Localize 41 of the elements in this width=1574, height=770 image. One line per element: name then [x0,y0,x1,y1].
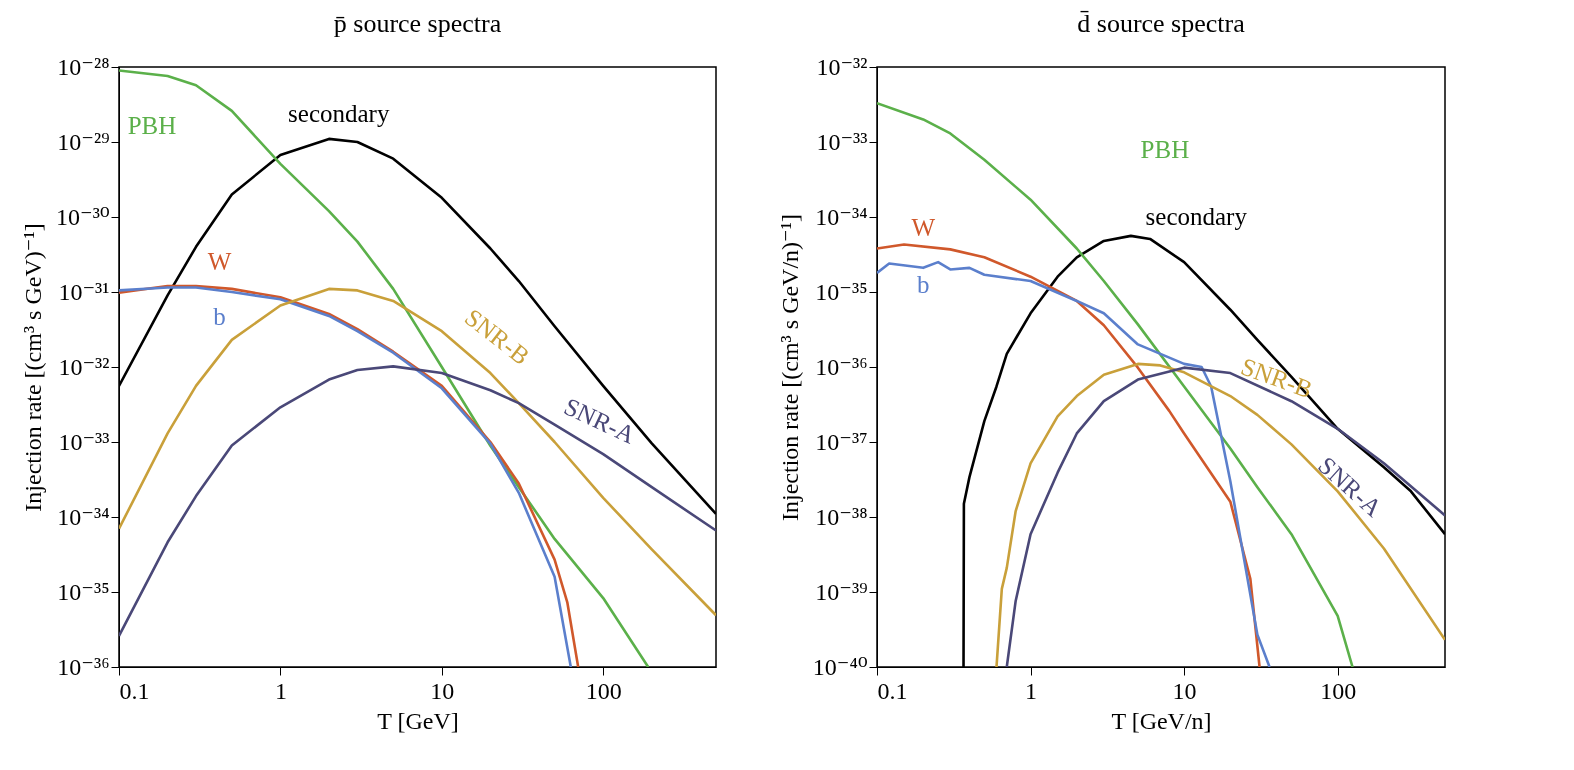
text: SNR-B [1237,352,1316,404]
chart-title: p̄ source spectra [333,9,502,38]
series-label: W [911,214,936,242]
y-tick-label: 10⁻³⁵ [815,278,868,305]
x-tick-label: 10 [1172,677,1197,704]
x-tick-label: 0.1 [119,677,150,704]
x-tick-label: 100 [585,677,622,704]
x-axis-title: T [GeV/n] [1111,707,1212,734]
y-tick-label: 10⁻³⁴ [57,503,110,530]
x-tick-label: 100 [1320,677,1357,704]
y-tick-label: 10⁻²⁸ [57,53,110,80]
y-tick-label: 10⁻³³ [816,128,868,155]
x-tick-label: 10 [430,677,455,704]
y-tick-label: 10⁻³² [816,53,868,80]
x-tick-label: 0.1 [877,677,908,704]
series-label: secondary [1145,203,1248,230]
y-tick-label: 10⁻³⁶ [57,653,110,680]
y-axis-title: Injection rate [(cm³ s GeV)⁻¹] [20,223,47,512]
y-tick-label: 10⁻³⁰ [56,203,110,230]
series-label: b [916,270,930,298]
x-axis-title: T [GeV] [377,707,459,734]
y-tick-label: 10⁻²⁹ [57,128,110,155]
text: PBH [1140,135,1190,163]
chart-title: d̄ source spectra [1077,9,1246,38]
y-tick-label: 10⁻³⁴ [815,203,868,230]
x-tick-label: 1 [274,677,287,704]
y-tick-label: 10⁻⁴⁰ [812,653,868,680]
y-tick-label: 10⁻³² [58,353,110,380]
y-tick-label: 10⁻³¹ [58,278,110,305]
y-tick-label: 10⁻³⁶ [815,353,868,380]
x-tick-label: 1 [1025,677,1038,704]
y-tick-label: 10⁻³⁸ [815,503,868,530]
series-label: PBH [127,111,177,139]
y-tick-label: 10⁻³⁷ [815,428,868,455]
series-label: W [207,248,232,275]
y-axis-title: Injection rate [(cm³ s GeV/n)⁻¹] [776,214,803,521]
y-tick-label: 10⁻³³ [58,428,110,455]
series-label: b [213,302,226,330]
y-tick-label: 10⁻³⁵ [57,578,110,605]
y-tick-label: 10⁻³⁹ [815,578,868,605]
series-label: secondary [288,99,390,127]
